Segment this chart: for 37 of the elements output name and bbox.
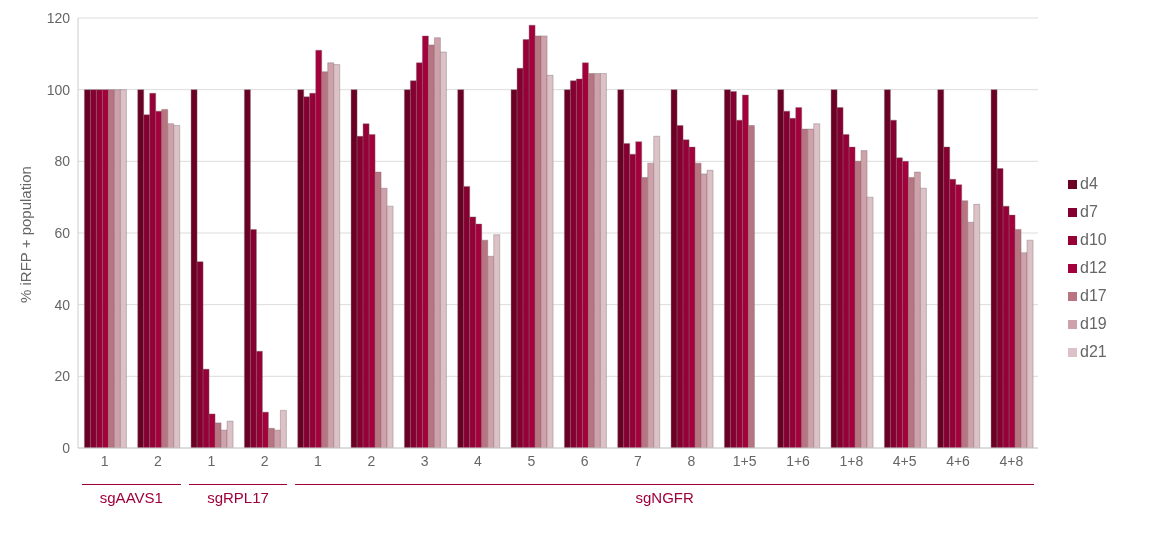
x-tick-label: 3 xyxy=(420,452,429,469)
x-tick-label: 4+6 xyxy=(946,452,971,469)
x-tick-label: 1+5 xyxy=(732,452,757,469)
legend-label: d12 xyxy=(1080,259,1107,277)
x-tick-label: 4 xyxy=(474,452,483,469)
text: sgAAVS1 xyxy=(82,484,181,506)
legend-label: d10 xyxy=(1080,231,1107,249)
y-axis-title: % iRFP + population xyxy=(17,166,35,303)
legend-label: d17 xyxy=(1080,287,1107,305)
y-tick-label: 80 xyxy=(54,153,71,170)
x-tick-label: 4+5 xyxy=(892,452,917,469)
legend-label: d19 xyxy=(1080,315,1107,333)
text: sgRPL17 xyxy=(188,484,288,506)
bar xyxy=(350,89,358,448)
x-tick-label: 1+6 xyxy=(786,452,811,469)
y-tick-label: 120 xyxy=(46,9,71,26)
x-tick-label: 8 xyxy=(687,452,696,469)
y-tick-label: 0 xyxy=(62,439,71,456)
x-tick-label: 1 xyxy=(314,452,323,469)
x-tick-label: 1 xyxy=(207,452,216,469)
y-tick-label: 40 xyxy=(54,296,71,313)
legend-label: d21 xyxy=(1080,343,1107,361)
x-tick-label: 2 xyxy=(367,452,376,469)
x-tick-label: 2 xyxy=(260,452,269,469)
legend-label: d4 xyxy=(1080,175,1098,193)
x-tick-label: 4+8 xyxy=(999,452,1024,469)
y-tick-label: 20 xyxy=(54,368,71,385)
x-tick-label: 1+8 xyxy=(839,452,864,469)
x-tick-label: 1 xyxy=(100,452,109,469)
x-tick-label: 6 xyxy=(580,452,589,469)
x-tick-label: 5 xyxy=(527,452,536,469)
y-tick-label: 100 xyxy=(46,81,71,98)
x-tick-label: 2 xyxy=(154,452,163,469)
legend-label: d7 xyxy=(1080,203,1098,221)
x-tick-label: 7 xyxy=(634,452,643,469)
text: sgNGFR xyxy=(295,484,1034,506)
y-tick-label: 60 xyxy=(54,224,71,241)
